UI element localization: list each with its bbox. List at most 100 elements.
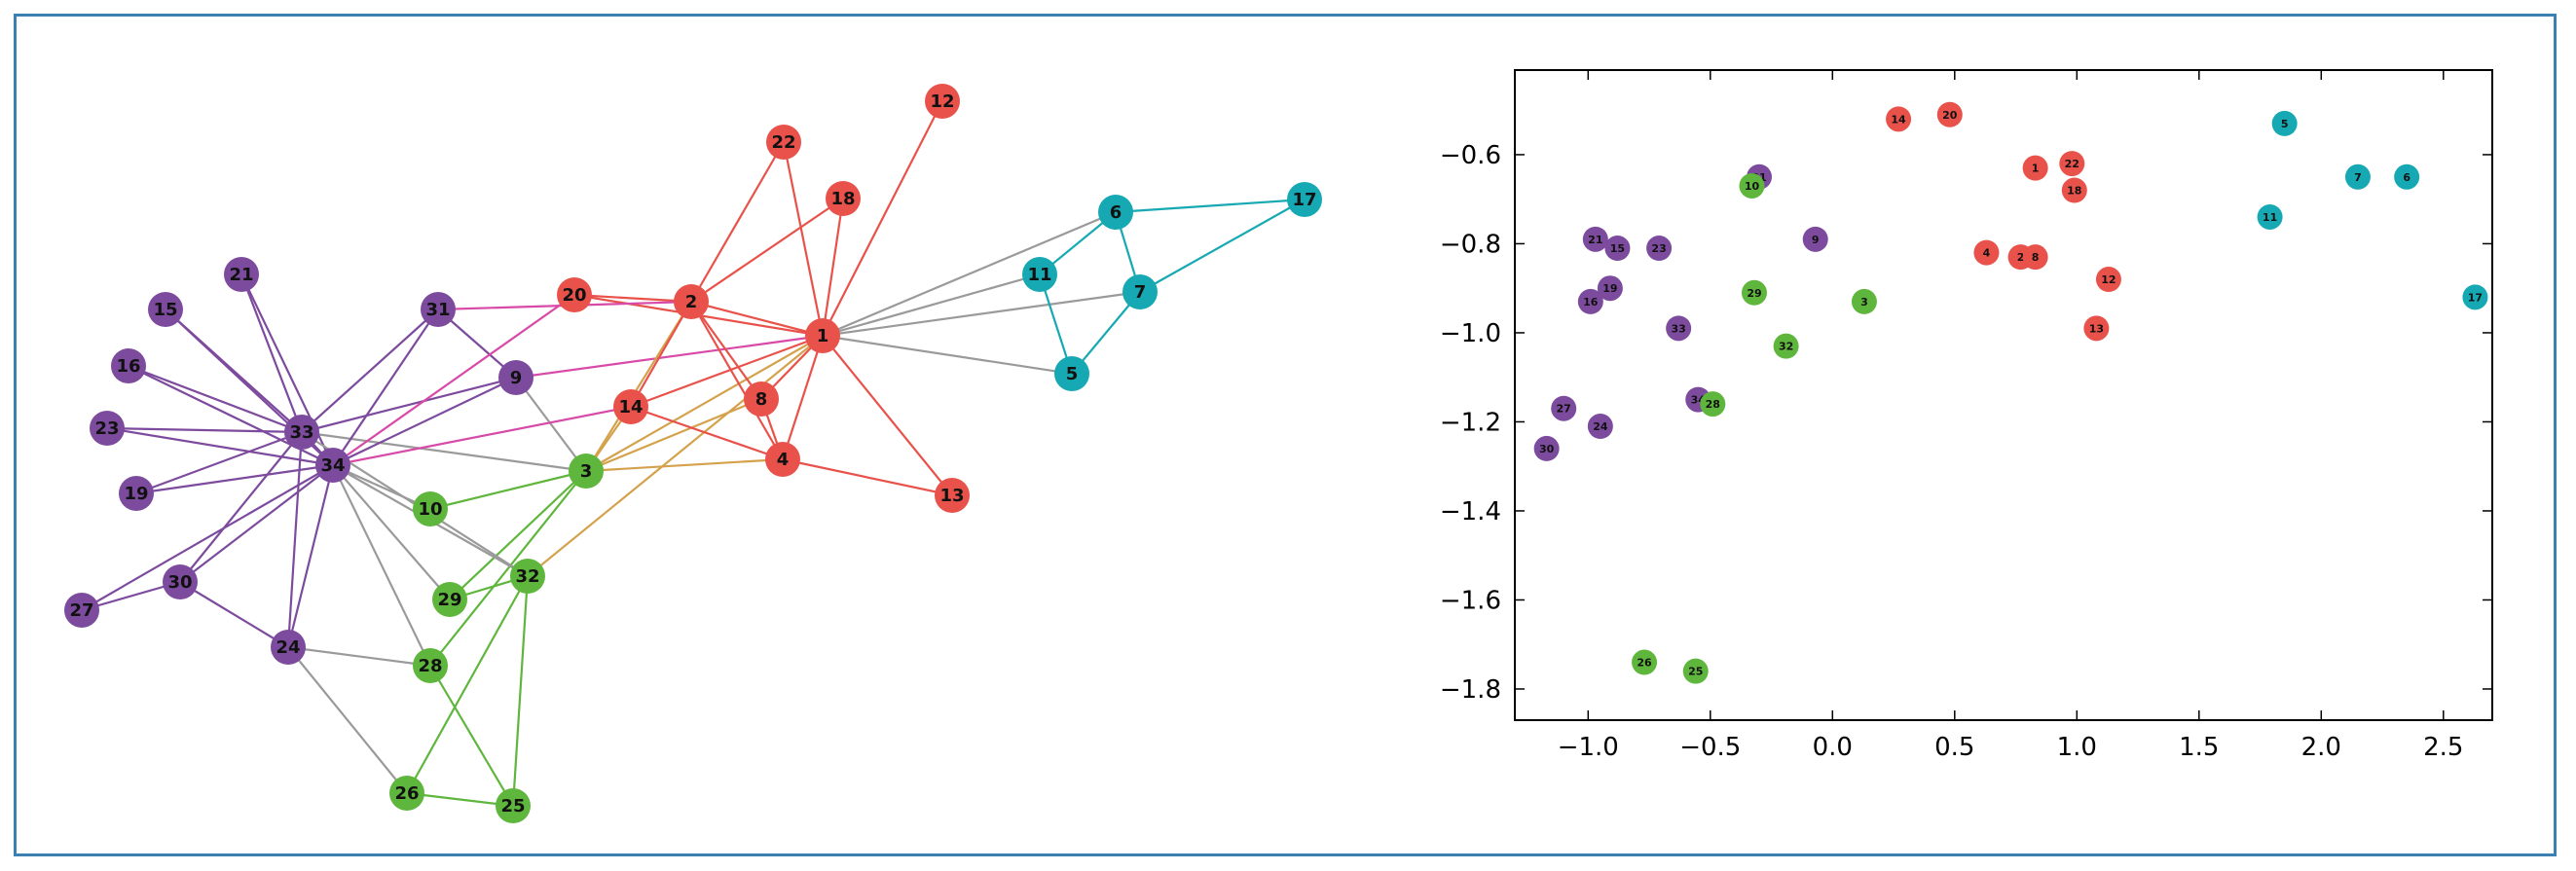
scatter-point-marker	[2257, 203, 2283, 230]
graph-edge	[179, 431, 303, 583]
scatter-point: 3	[1851, 288, 1877, 314]
scatter-point-marker	[1741, 279, 1767, 306]
graph-node-label: 16	[116, 356, 140, 377]
graph-node: 6	[1098, 195, 1133, 230]
y-tick-label: −0.6	[1440, 141, 1501, 170]
scatter-point-label: 20	[1942, 109, 1958, 122]
scatter-point: 33	[1666, 315, 1692, 342]
graph-node: 30	[163, 564, 198, 599]
scatter-point-label: 7	[2354, 171, 2362, 184]
scatter-point-marker	[1582, 226, 1608, 252]
scatter-point-label: 30	[1539, 443, 1555, 455]
scatter-point-label: 11	[2263, 211, 2277, 224]
graph-edge	[585, 397, 762, 473]
graph-edge	[406, 791, 514, 808]
graph-node-circle	[119, 476, 154, 511]
graph-node: 22	[766, 125, 801, 160]
x-tick-label: 0.5	[1934, 733, 1974, 762]
plot-area	[1514, 69, 2493, 721]
y-tick-label: −1.4	[1440, 497, 1501, 526]
scatter-point-label: 15	[1610, 242, 1625, 255]
scatter-point-marker	[2022, 155, 2048, 181]
scatter-point: 17	[2462, 284, 2488, 310]
graph-edge	[286, 431, 304, 648]
scatter-point: 11	[2257, 203, 2283, 230]
graph-edge	[822, 334, 1073, 376]
scatter-point-marker	[1577, 288, 1603, 314]
graph-node: 14	[613, 389, 648, 424]
scatter-point-label: 19	[1602, 282, 1617, 295]
graph-edge	[527, 335, 824, 577]
graph-node: 17	[1287, 182, 1322, 217]
graph-node-label: 9	[510, 368, 523, 388]
graph-node-label: 27	[69, 600, 93, 621]
graph-node-label: 7	[1134, 282, 1147, 303]
graph-node: 16	[111, 348, 146, 383]
graph-edge	[1071, 291, 1141, 375]
graph-node-circle	[766, 125, 801, 160]
scatter-point: 6	[2394, 163, 2420, 190]
y-tick-label: −1.8	[1440, 675, 1501, 705]
scatter-point: 1	[2022, 155, 2048, 181]
scatter-points: 1420122184281213576111731921152319163334…	[1533, 101, 2488, 684]
graph-node-circle	[1287, 182, 1322, 217]
x-tick-label: 2.0	[2301, 733, 2341, 762]
graph-edge	[429, 665, 514, 807]
graph-edge	[287, 646, 408, 794]
graph-edge	[585, 457, 784, 473]
graph-edge	[135, 430, 303, 495]
graph-edge	[106, 426, 303, 434]
graph-node-label: 2	[685, 292, 698, 312]
scatter-point-marker	[2271, 110, 2298, 136]
graph-node: 24	[271, 630, 306, 665]
graph-node-circle	[935, 478, 970, 513]
scatter-point-marker	[1936, 101, 1963, 127]
graph-node: 21	[224, 257, 259, 292]
graph-edge	[690, 301, 784, 460]
graph-node: 12	[925, 84, 960, 119]
graph-edge	[1115, 198, 1306, 214]
graph-edge	[822, 210, 1117, 338]
graph-node-label: 11	[1027, 265, 1051, 285]
scatter-point-marker	[1597, 275, 1623, 302]
graph-node-label: 21	[229, 265, 253, 285]
graph-node-circle	[432, 582, 467, 617]
graph-node-circle	[613, 389, 648, 424]
graph-node-circle	[826, 181, 861, 216]
graph-node-label: 10	[418, 499, 442, 520]
graph-node-label: 5	[1066, 364, 1079, 384]
scatter-point-label: 23	[1651, 242, 1666, 255]
scatter-point-label: 1	[2032, 163, 2040, 175]
scatter-point-marker	[2394, 163, 2420, 190]
graph-node: 1	[805, 318, 840, 353]
y-tick-label: −1.6	[1440, 586, 1501, 615]
graph-node: 3	[569, 454, 604, 489]
graph-node-circle	[569, 454, 604, 489]
graph-node-label: 26	[394, 783, 419, 804]
graph-edge	[332, 294, 575, 466]
y-tick-label: −1.0	[1440, 319, 1501, 348]
scatter-point-marker	[1604, 236, 1631, 262]
graph-node-label: 8	[755, 389, 768, 410]
scatter-point: 4	[1973, 239, 2000, 266]
graph-node: 4	[765, 442, 800, 477]
graph-node: 5	[1054, 356, 1089, 391]
graph-edge	[511, 575, 530, 807]
graph-edge	[690, 301, 762, 400]
graph-edge	[332, 308, 439, 466]
scatter-point-label: 2	[2017, 251, 2025, 264]
graph-node: 23	[90, 411, 125, 446]
scatter-point: 29	[1741, 279, 1767, 306]
scatter-point: 8	[2022, 244, 2048, 271]
x-tick-label: −1.0	[1558, 733, 1619, 762]
graph-edge	[179, 464, 334, 583]
graph-node-label: 4	[777, 450, 790, 470]
graph-edge	[821, 198, 845, 337]
scatter-point-marker	[2022, 244, 2048, 271]
graph-edge	[106, 426, 334, 467]
graph-node-circle	[90, 411, 125, 446]
graph-node: 7	[1122, 274, 1158, 309]
scatter-point-label: 24	[1593, 420, 1608, 433]
x-tick-label: 1.5	[2179, 733, 2219, 762]
graph-node-label: 17	[1292, 190, 1316, 210]
